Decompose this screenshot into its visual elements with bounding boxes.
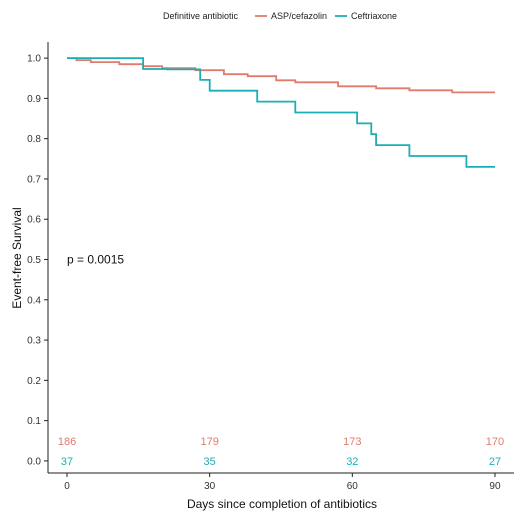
series-line-asp-cefazolin	[67, 57, 495, 94]
x-tick-label: 90	[489, 481, 501, 492]
risk-count: 32	[346, 456, 358, 468]
risk-count: 173	[343, 436, 361, 448]
plot-area: 0.0 0.1 0.2 0.3 0.4 0.5 0.6 0.7 0.8 0.9 1.0 0 30 60 90…	[27, 42, 514, 492]
y-tick-label: 0.3	[27, 336, 41, 347]
legend-title: Definitive antibiotic	[163, 11, 239, 21]
risk-count: 37	[61, 456, 73, 468]
y-axis-title: Event-free Survival	[10, 207, 24, 308]
y-tick-label: 0.5	[27, 255, 41, 266]
risk-count: 170	[486, 436, 504, 448]
y-tick-label: 0.8	[27, 134, 41, 145]
x-tick-label: 0	[64, 481, 70, 492]
y-tick-label: 1.0	[27, 54, 41, 65]
risk-count: 179	[200, 436, 218, 448]
y-tick-label: 0.7	[27, 174, 41, 185]
risk-count: 35	[204, 456, 216, 468]
y-tick-label: 0.6	[27, 215, 41, 226]
legend: Definitive antibiotic ASP/cefazolin Ceftr…	[163, 11, 397, 21]
y-tick-label: 0.2	[27, 376, 41, 387]
risk-count: 27	[489, 456, 501, 468]
y-tick-label: 0.0	[27, 456, 41, 467]
legend-label: ASP/cefazolin	[271, 11, 327, 21]
y-tick-label: 0.4	[27, 295, 41, 306]
x-axis-title: Days since completion of antibiotics	[187, 497, 377, 511]
y-tick-label: 0.9	[27, 94, 41, 105]
series-line-ceftriaxone	[67, 57, 495, 168]
legend-label: Ceftriaxone	[351, 11, 397, 21]
y-tick-label: 0.1	[27, 416, 41, 427]
legend-items: ASP/cefazolin Ceftriaxone	[255, 11, 397, 21]
p-value-annotation: p = 0.0015	[67, 253, 124, 267]
risk-count: 186	[58, 436, 76, 448]
x-tick-label: 30	[204, 481, 216, 492]
x-tick-label: 60	[347, 481, 359, 492]
